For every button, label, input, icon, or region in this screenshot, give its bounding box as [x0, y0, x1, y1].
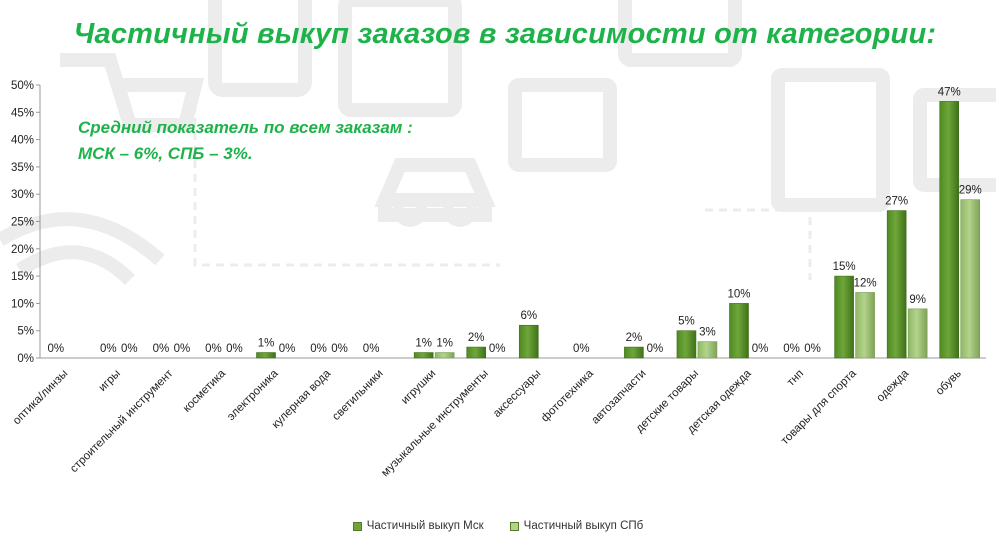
bar-spb: [855, 292, 875, 359]
bar-spb: [960, 199, 981, 359]
y-tick-label: 20%: [11, 244, 34, 256]
x-tick-label: оптика/линзы: [11, 368, 71, 428]
y-tick-label: 50%: [11, 80, 34, 92]
x-tick-label: автозапчасти: [590, 368, 649, 427]
data-label-msk: 1%: [258, 338, 275, 350]
data-label-spb: 29%: [959, 185, 982, 197]
x-tick-label: игрушки: [399, 368, 438, 407]
legend-swatch-spb: [509, 521, 519, 531]
bar-msk: [518, 324, 539, 359]
y-tick-label: 15%: [11, 271, 34, 283]
data-label-spb: 1%: [436, 338, 453, 350]
y-tick-label: 5%: [17, 326, 34, 338]
data-label-msk: 0%: [153, 343, 170, 355]
y-tick-label: 0%: [17, 353, 34, 365]
bar-msk: [413, 352, 434, 359]
bar-msk: [729, 303, 749, 359]
x-tick-label: тнп: [785, 368, 806, 389]
data-label-msk: 0%: [205, 343, 222, 355]
decor-dashed-line: [193, 90, 500, 267]
bar-msk: [886, 210, 907, 359]
data-label-spb: 0%: [226, 343, 243, 355]
decor-monitor-icon: [508, 78, 617, 172]
y-tick-label: 25%: [11, 217, 34, 229]
x-tick-label: аксессуары: [491, 368, 543, 420]
x-tick-label: одежда: [875, 367, 912, 404]
bar-spb: [907, 308, 928, 359]
data-label-spb: 0%: [804, 343, 821, 355]
x-tick-label: обувь: [934, 368, 964, 398]
bar-msk: [676, 330, 697, 359]
bar-msk: [834, 275, 854, 359]
decor-camera-icon: [618, 0, 742, 67]
decor-grid-icon: [338, 0, 462, 117]
data-label-spb: 0%: [489, 343, 506, 355]
x-tick-label: игры: [97, 368, 123, 394]
data-label-msk: 0%: [363, 343, 380, 355]
data-label-msk: 47%: [938, 86, 961, 98]
x-tick-label: электроника: [225, 367, 281, 423]
data-label-msk: 10%: [727, 288, 750, 300]
data-label-spb: 12%: [854, 277, 877, 289]
bar-msk: [624, 346, 644, 359]
y-tick-label: 35%: [11, 162, 34, 174]
data-label-msk: 5%: [678, 316, 695, 328]
bar-msk: [939, 101, 960, 359]
x-tick-label: строительный инструмент: [68, 367, 176, 475]
decor-corner-icon: [913, 88, 996, 192]
decor-cart-icon: [60, 53, 204, 132]
x-tick-label: светильники: [330, 368, 385, 423]
x-tick-label: музыкальные инструменты: [379, 368, 491, 480]
data-label-spb: 9%: [909, 294, 926, 306]
data-label-spb: 3%: [699, 327, 716, 339]
data-label-msk: 15%: [833, 261, 856, 273]
data-label-msk: 0%: [47, 343, 64, 355]
average-annotation: Средний показатель по всем заказам : МСК…: [78, 115, 413, 167]
data-label-msk: 2%: [468, 332, 485, 344]
chart-title: Частичный выкуп заказов в зависимости от…: [73, 18, 937, 50]
bar-msk: [466, 346, 487, 359]
data-label-msk: 0%: [783, 343, 800, 355]
legend-item-msk: Частичный выкуп Мск: [352, 520, 484, 532]
decor-wifi-icon: [0, 212, 165, 286]
data-label-spb: 0%: [331, 343, 348, 355]
decor-appliance-icon: [208, 0, 312, 97]
y-tick-label: 30%: [11, 189, 34, 201]
x-tick-label: косметика: [181, 367, 229, 415]
legend: Частичный выкуп Мск Частичный выкуп СПб: [0, 520, 996, 532]
annotation-line-2: МСК – 6%, СПБ – 3%.: [78, 144, 253, 163]
legend-swatch-msk: [352, 521, 362, 531]
data-label-spb: 0%: [121, 343, 138, 355]
data-label-msk: 27%: [885, 196, 908, 208]
decor-wheel-icon-2: [443, 193, 477, 227]
x-tick-label: фототехника: [539, 367, 596, 424]
bar-msk: [256, 352, 276, 359]
data-label-msk: 6%: [520, 310, 537, 322]
y-tick-label: 40%: [11, 135, 34, 147]
data-label-msk: 1%: [415, 338, 432, 350]
data-label-msk: 0%: [310, 343, 327, 355]
data-label-spb: 0%: [647, 343, 664, 355]
y-tick-label: 10%: [11, 298, 34, 310]
bar-spb: [434, 352, 455, 359]
data-label-msk: 2%: [626, 332, 643, 344]
decor-flower-frame-icon: [771, 68, 890, 212]
annotation-line-1: Средний показатель по всем заказам :: [78, 118, 413, 137]
legend-label-spb: Частичный выкуп СПб: [523, 520, 644, 532]
data-label-spb: 0%: [752, 343, 769, 355]
data-label-msk: 0%: [573, 343, 590, 355]
legend-item-spb: Частичный выкуп СПб: [509, 520, 644, 532]
data-label-spb: 0%: [279, 343, 296, 355]
bar-spb: [697, 341, 718, 359]
legend-label-msk: Частичный выкуп Мск: [366, 520, 484, 532]
data-label-spb: 0%: [174, 343, 191, 355]
data-label-msk: 0%: [100, 343, 117, 355]
y-tick-label: 45%: [11, 107, 34, 119]
decor-wheel-icon: [393, 193, 427, 227]
decor-dashed-line-2: [705, 208, 812, 280]
